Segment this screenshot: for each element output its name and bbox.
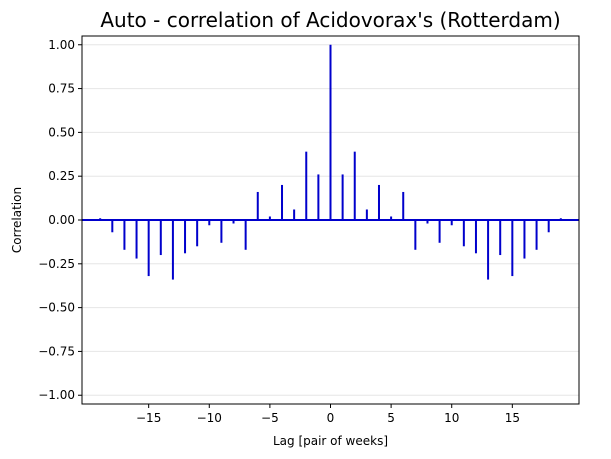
bar bbox=[487, 220, 490, 280]
bar bbox=[268, 216, 271, 220]
bar bbox=[511, 220, 514, 277]
bar bbox=[220, 220, 223, 243]
y-axis-label: Correlation bbox=[10, 187, 24, 253]
bar bbox=[184, 220, 187, 254]
bar bbox=[365, 209, 368, 220]
bar bbox=[377, 184, 380, 220]
bar bbox=[281, 184, 284, 220]
x-tick-label: 5 bbox=[387, 411, 395, 425]
bar bbox=[438, 220, 441, 243]
bar bbox=[462, 220, 465, 247]
bar bbox=[196, 220, 199, 247]
y-tick-label: 0.75 bbox=[48, 82, 75, 96]
bars bbox=[99, 44, 562, 280]
bar bbox=[305, 151, 308, 220]
bar bbox=[147, 220, 150, 277]
bar bbox=[256, 191, 259, 220]
bar bbox=[402, 191, 405, 220]
bar bbox=[390, 216, 393, 220]
y-tick-label: −0.25 bbox=[38, 257, 75, 271]
chart-title: Auto - correlation of Acidovorax's (Rott… bbox=[100, 8, 560, 32]
y-tick-label: 0.50 bbox=[48, 125, 75, 139]
bar bbox=[135, 220, 138, 259]
y-tick-label: 1.00 bbox=[48, 38, 75, 52]
y-tick-label: 0.25 bbox=[48, 169, 75, 183]
bar bbox=[353, 151, 356, 220]
bar bbox=[293, 209, 296, 220]
bar bbox=[111, 220, 114, 233]
bar bbox=[317, 174, 320, 220]
bar bbox=[232, 220, 235, 224]
bar bbox=[414, 220, 417, 250]
x-tick-label: 0 bbox=[327, 411, 335, 425]
bar bbox=[523, 220, 526, 259]
x-tick-label: 15 bbox=[505, 411, 520, 425]
bar bbox=[499, 220, 502, 256]
x-axis-label: Lag [pair of weeks] bbox=[273, 434, 388, 448]
y-tick-label: −1.00 bbox=[38, 388, 75, 402]
x-tick-label: −5 bbox=[261, 411, 279, 425]
bar bbox=[208, 220, 211, 226]
x-axis-ticks: −15 −10 −5 0 5 10 15 bbox=[136, 404, 520, 425]
bar bbox=[171, 220, 174, 280]
x-tick-label: 10 bbox=[444, 411, 459, 425]
x-tick-label: −10 bbox=[197, 411, 222, 425]
bar bbox=[329, 44, 332, 221]
bar bbox=[341, 174, 344, 220]
bar bbox=[450, 220, 453, 226]
bar bbox=[123, 220, 126, 250]
bar bbox=[547, 220, 550, 233]
bar bbox=[244, 220, 247, 250]
y-axis-ticks: 1.00 0.75 0.50 0.25 0.00 −0.25 −0.50 −0.75 −1.00 bbox=[38, 38, 82, 402]
y-tick-label: −0.75 bbox=[38, 344, 75, 358]
bar bbox=[159, 220, 162, 256]
bar bbox=[474, 220, 477, 254]
bar bbox=[426, 220, 429, 224]
y-tick-label: 0.00 bbox=[48, 213, 75, 227]
x-tick-label: −15 bbox=[136, 411, 161, 425]
bar bbox=[535, 220, 538, 250]
y-tick-label: −0.50 bbox=[38, 301, 75, 315]
